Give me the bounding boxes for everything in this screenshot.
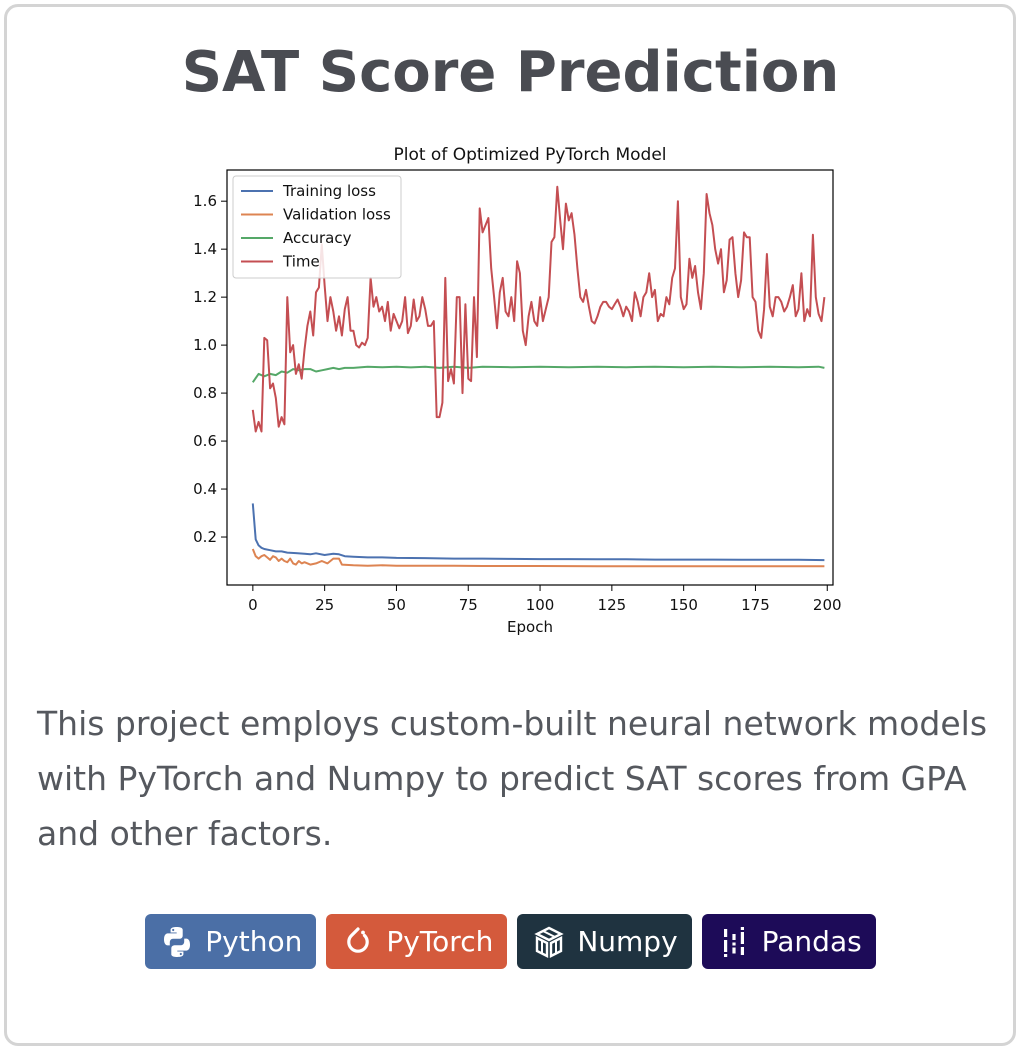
series-line-training-loss bbox=[251, 503, 825, 562]
y-tick-label: 1.6 bbox=[193, 192, 217, 210]
chart-svg: Plot of Optimized PyTorch Model 0 25 50 75 1… bbox=[193, 145, 841, 636]
y-tick-label: 0.4 bbox=[193, 480, 217, 498]
pytorch-icon bbox=[340, 924, 376, 960]
chart-legend: Training loss Validation loss Accuracy Time bbox=[232, 175, 402, 279]
y-tick-label: 1.0 bbox=[193, 336, 217, 354]
x-tick-label: 75 bbox=[459, 596, 478, 614]
x-tick-label: 50 bbox=[387, 596, 406, 614]
legend-label: Time bbox=[282, 253, 320, 271]
project-description: This project employs custom-built neural… bbox=[37, 704, 988, 853]
python-badge[interactable]: Python bbox=[145, 914, 317, 969]
x-tick-label: 100 bbox=[526, 596, 555, 614]
series-line-validation-loss bbox=[251, 548, 825, 568]
x-tick-label: 175 bbox=[741, 596, 770, 614]
legend-label: Accuracy bbox=[283, 229, 352, 247]
numpy-icon bbox=[531, 924, 567, 960]
x-tick-label: 0 bbox=[248, 596, 258, 614]
numpy-badge[interactable]: Numpy bbox=[517, 914, 692, 969]
badge-label: Pandas bbox=[761, 925, 862, 958]
chart-title: Plot of Optimized PyTorch Model bbox=[393, 145, 666, 165]
project-card bbox=[4, 4, 1016, 1046]
y-tick-label: 0.6 bbox=[193, 432, 217, 450]
project-title: SAT Score Prediction bbox=[181, 40, 840, 105]
x-tick-label: 150 bbox=[669, 596, 698, 614]
legend-label: Validation loss bbox=[283, 206, 391, 224]
badge-label: Numpy bbox=[577, 925, 678, 958]
y-tick-label: 1.2 bbox=[193, 288, 217, 306]
x-tick-label: 125 bbox=[598, 596, 627, 614]
y-tick-label: 0.8 bbox=[193, 384, 217, 402]
y-tick-label: 1.4 bbox=[193, 240, 217, 258]
legend-box bbox=[232, 175, 402, 279]
chart-lines bbox=[251, 185, 826, 568]
y-tick-label: 0.2 bbox=[193, 528, 217, 546]
x-tick-label: 25 bbox=[315, 596, 334, 614]
pytorch-badge[interactable]: PyTorch bbox=[326, 914, 508, 969]
chart-xlabel: Epoch bbox=[507, 618, 553, 636]
python-icon bbox=[159, 924, 195, 960]
pandas-badge[interactable]: Pandas bbox=[701, 914, 876, 969]
badge-label: PyTorch bbox=[386, 925, 494, 958]
badge-label: Python bbox=[205, 925, 303, 958]
pandas-icon bbox=[716, 924, 752, 960]
series-line-accuracy bbox=[251, 365, 825, 383]
model-chart: Plot of Optimized PyTorch Model 0 25 50 75 1… bbox=[170, 136, 850, 646]
series-line-time bbox=[251, 185, 826, 433]
x-tick-label: 200 bbox=[813, 596, 842, 614]
chart-plot-frame bbox=[226, 169, 834, 586]
chart-axes: 0 25 50 75 100 125 150 175 200 0.2 0.4 0.6 0.8 1.0 1.2… bbox=[193, 192, 841, 614]
legend-label: Training loss bbox=[282, 182, 376, 200]
tech-badges: Python PyTorch Numpy bbox=[0, 914, 1021, 970]
